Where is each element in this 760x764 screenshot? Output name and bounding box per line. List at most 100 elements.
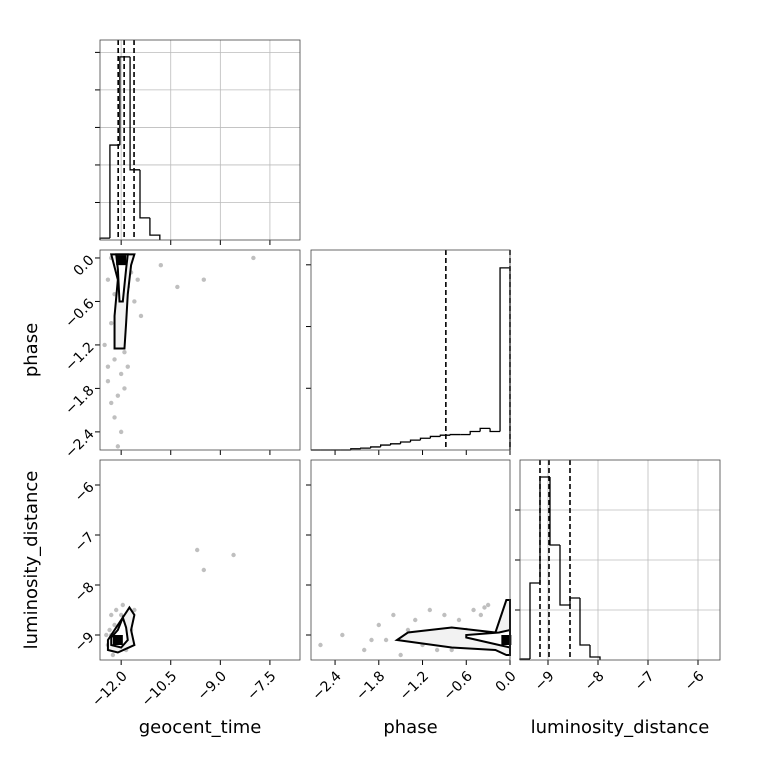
- histogram-step: [109, 144, 120, 239]
- histogram-step: [589, 645, 601, 660]
- sample-point: [449, 647, 454, 653]
- density-contour: [115, 253, 129, 303]
- sample-point: [201, 567, 207, 573]
- x-tick-label: −1.2: [397, 668, 432, 703]
- sample-point: [434, 647, 440, 653]
- sample-point: [135, 277, 140, 282]
- histogram-step: [439, 434, 451, 437]
- histogram-step: [409, 439, 421, 442]
- density-peak: [112, 635, 123, 645]
- histogram-step: [469, 430, 481, 435]
- histogram-step: [380, 444, 391, 447]
- histogram-step: [479, 427, 491, 432]
- histogram-step: [370, 446, 381, 449]
- sample-point: [471, 607, 476, 613]
- x-tick-label: −6: [682, 668, 708, 694]
- histogram-step: [499, 267, 511, 450]
- sample-point: [102, 342, 107, 348]
- x-tick-label: −0.6: [441, 668, 476, 703]
- sample-point: [107, 627, 112, 633]
- histogram-step: [149, 217, 161, 240]
- sample-point: [122, 349, 127, 355]
- sample-point: [115, 393, 121, 398]
- sample-point: [120, 602, 126, 608]
- sample-point: [383, 637, 389, 643]
- sample-point: [115, 444, 121, 449]
- sample-point: [478, 612, 484, 618]
- sample-point: [376, 622, 381, 628]
- x-tick-label: −2.4: [309, 668, 344, 703]
- x-axis-label: geocent_time: [139, 717, 262, 738]
- y-tick-label: −7: [72, 529, 98, 555]
- x-tick-label: −9.0: [195, 668, 230, 703]
- panel-frame: [99, 39, 301, 241]
- y-tick-label: −1.2: [62, 339, 97, 374]
- histogram-step: [489, 428, 501, 433]
- sample-point: [109, 612, 114, 618]
- panel-frame: [99, 249, 301, 451]
- panel-frame: [99, 459, 301, 661]
- y-tick-label: −2.4: [62, 426, 97, 461]
- y-tick-label: 0.0: [71, 252, 98, 279]
- x-tick-label: 0.0: [493, 668, 520, 695]
- sample-point: [105, 277, 111, 282]
- sample-point: [369, 637, 374, 643]
- sample-point: [482, 605, 487, 610]
- y-tick-label: −0.6: [62, 296, 97, 331]
- histogram-step: [139, 169, 150, 219]
- sample-point: [427, 607, 433, 613]
- histogram-step: [399, 441, 411, 444]
- x-tick-label: −8: [582, 668, 608, 694]
- panel-frame: [519, 459, 721, 661]
- sample-point: [109, 320, 114, 326]
- y-tick-label: −1.8: [62, 383, 97, 418]
- histogram-step: [559, 545, 570, 606]
- histogram-step: [360, 447, 371, 449]
- sample-point: [132, 607, 137, 613]
- sample-point: [251, 255, 256, 261]
- sample-point: [112, 357, 117, 362]
- histogram-step: [419, 437, 431, 441]
- y-axis-label: phase: [21, 323, 42, 377]
- sample-point: [110, 652, 116, 658]
- sample-point: [413, 617, 418, 623]
- sample-point: [231, 552, 236, 558]
- sample-point: [125, 364, 130, 369]
- sample-point: [105, 378, 111, 384]
- x-tick-label: −10.5: [139, 668, 181, 710]
- sample-point: [391, 612, 396, 618]
- sample-point: [138, 313, 144, 319]
- sample-point: [340, 632, 345, 638]
- x-tick-label: −1.8: [353, 668, 388, 703]
- x-axis-label: phase: [383, 717, 437, 738]
- sample-point: [118, 429, 124, 435]
- x-axis-label: luminosity_distance: [531, 717, 710, 738]
- sample-point: [158, 263, 164, 268]
- sample-point: [118, 371, 124, 377]
- sample-point: [456, 617, 462, 623]
- sample-point: [113, 607, 119, 613]
- sample-point: [105, 364, 111, 369]
- sample-point: [132, 299, 137, 304]
- density-peak: [501, 635, 512, 645]
- y-tick-label: −9: [72, 629, 98, 655]
- x-tick-label: −7: [632, 668, 658, 694]
- panel-frame: [310, 459, 511, 661]
- sample-point: [122, 386, 127, 391]
- sample-point: [118, 612, 124, 618]
- sample-point: [194, 547, 200, 553]
- sample-point: [201, 277, 207, 282]
- histogram-step: [529, 582, 540, 659]
- sample-point: [112, 415, 117, 420]
- histogram-step: [350, 448, 361, 450]
- sample-point: [112, 622, 117, 628]
- sample-point: [104, 632, 109, 638]
- x-tick-label: −12.0: [89, 668, 131, 710]
- histogram-step: [579, 598, 590, 646]
- histogram-step: [569, 597, 580, 605]
- histogram-step: [129, 56, 140, 171]
- y-tick-label: −8: [72, 579, 98, 605]
- sample-point: [362, 647, 367, 653]
- histogram-step: [429, 435, 441, 439]
